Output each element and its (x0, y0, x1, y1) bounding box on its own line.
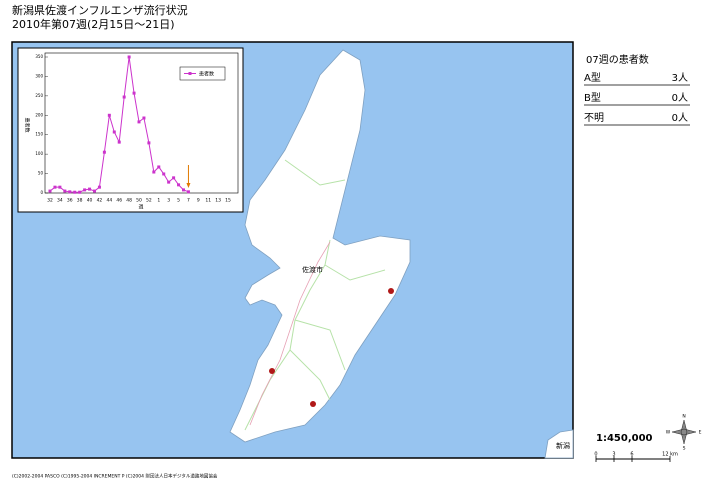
point (122, 95, 126, 99)
x-tick-label: 7 (187, 198, 190, 204)
case-marker (388, 288, 394, 294)
y-tick-label: 150 (35, 132, 43, 137)
point (97, 185, 101, 189)
y-tick-label: 0 (40, 190, 43, 195)
x-tick-label: 9 (197, 198, 200, 204)
compass (671, 419, 697, 445)
x-tick-label: 15 (225, 198, 231, 204)
case-marker (269, 368, 275, 374)
x-tick-label: 48 (126, 198, 132, 204)
point (63, 189, 67, 193)
compass-label: W (666, 430, 671, 436)
current-week-arrowhead (186, 183, 191, 188)
x-tick-label: 3 (167, 198, 170, 204)
x-tick-label: 36 (67, 198, 73, 204)
point (162, 172, 166, 176)
x-tick-label: 11 (205, 198, 211, 204)
point (68, 190, 72, 194)
point (112, 130, 116, 134)
legend-marker (188, 72, 192, 75)
point (78, 190, 82, 194)
row-label: B型 (584, 91, 601, 104)
point (88, 187, 92, 191)
point (83, 188, 87, 192)
point (73, 190, 77, 194)
point (117, 140, 121, 144)
point (127, 55, 131, 59)
point (157, 165, 161, 169)
point (142, 116, 146, 120)
y-tick-label: 200 (35, 112, 43, 117)
legend-label: 患者数 (199, 71, 214, 78)
point (102, 150, 106, 154)
legend-box (179, 66, 226, 81)
roads (244, 159, 386, 431)
compass-label: N (682, 414, 685, 420)
point (93, 189, 96, 193)
y-tick-label: 250 (35, 93, 43, 98)
point (147, 141, 151, 145)
case-marker (310, 401, 316, 407)
row-label: A型 (584, 71, 601, 84)
x-tick-label: 1 (157, 198, 160, 204)
credits: (C)2002-2004 PASCO (C)1995-2004 INCREMEN… (12, 473, 218, 480)
x-tick-label: 5 (177, 198, 180, 204)
x-tick-label: 40 (87, 198, 93, 204)
scale-ratio: 1:450,000 (596, 433, 653, 444)
row-value: 0人 (672, 92, 688, 104)
title: 新潟県佐渡インフルエンザ流行状況 (12, 3, 188, 17)
y-tick-label: 300 (35, 73, 43, 78)
point (167, 180, 171, 184)
x-tick-label: 46 (116, 198, 122, 204)
panel-title: 07週の患者数 (586, 53, 649, 66)
point (107, 113, 111, 117)
point (186, 190, 190, 194)
subtitle: 2010年第07週(2月15日～21日) (12, 17, 175, 31)
compass-label: S (683, 446, 686, 452)
x-tick-label: 13 (215, 198, 221, 204)
scale-label: 3 (612, 452, 615, 458)
scale-label: 6 (630, 452, 633, 458)
x-tick-label: 44 (106, 198, 112, 204)
row-value: 3人 (672, 72, 688, 84)
y-tick-label: 350 (35, 54, 43, 59)
row-value: 0人 (672, 112, 688, 124)
point (58, 185, 62, 189)
y-tick-label: 100 (35, 151, 43, 156)
point (152, 170, 156, 174)
mainland (544, 429, 574, 459)
x-tick-label: 52 (146, 198, 152, 204)
point (172, 176, 176, 180)
point (137, 120, 141, 124)
scale-label: 0 (594, 452, 597, 458)
city-label: 佐渡市 (302, 265, 323, 274)
point (182, 188, 185, 192)
x-tick-label: 50 (136, 198, 142, 204)
plot-area (44, 52, 239, 194)
x-tick-label: 32 (47, 198, 53, 204)
y-axis-label: 患者数 (24, 117, 31, 132)
island (229, 49, 411, 443)
point (53, 185, 57, 189)
y-tick-label: 50 (38, 171, 44, 176)
corner-label: 新潟 (556, 441, 570, 450)
point (177, 183, 181, 187)
x-axis-label: 週 (138, 204, 143, 211)
x-tick-label: 38 (77, 198, 83, 204)
point (132, 91, 136, 95)
x-tick-label: 34 (57, 198, 63, 204)
scale-label: 12 km (662, 452, 678, 458)
x-tick-label: 42 (97, 198, 103, 204)
row-label: 不明 (584, 112, 604, 124)
roads (249, 241, 331, 426)
point (48, 189, 52, 193)
compass-label: E (699, 430, 702, 436)
